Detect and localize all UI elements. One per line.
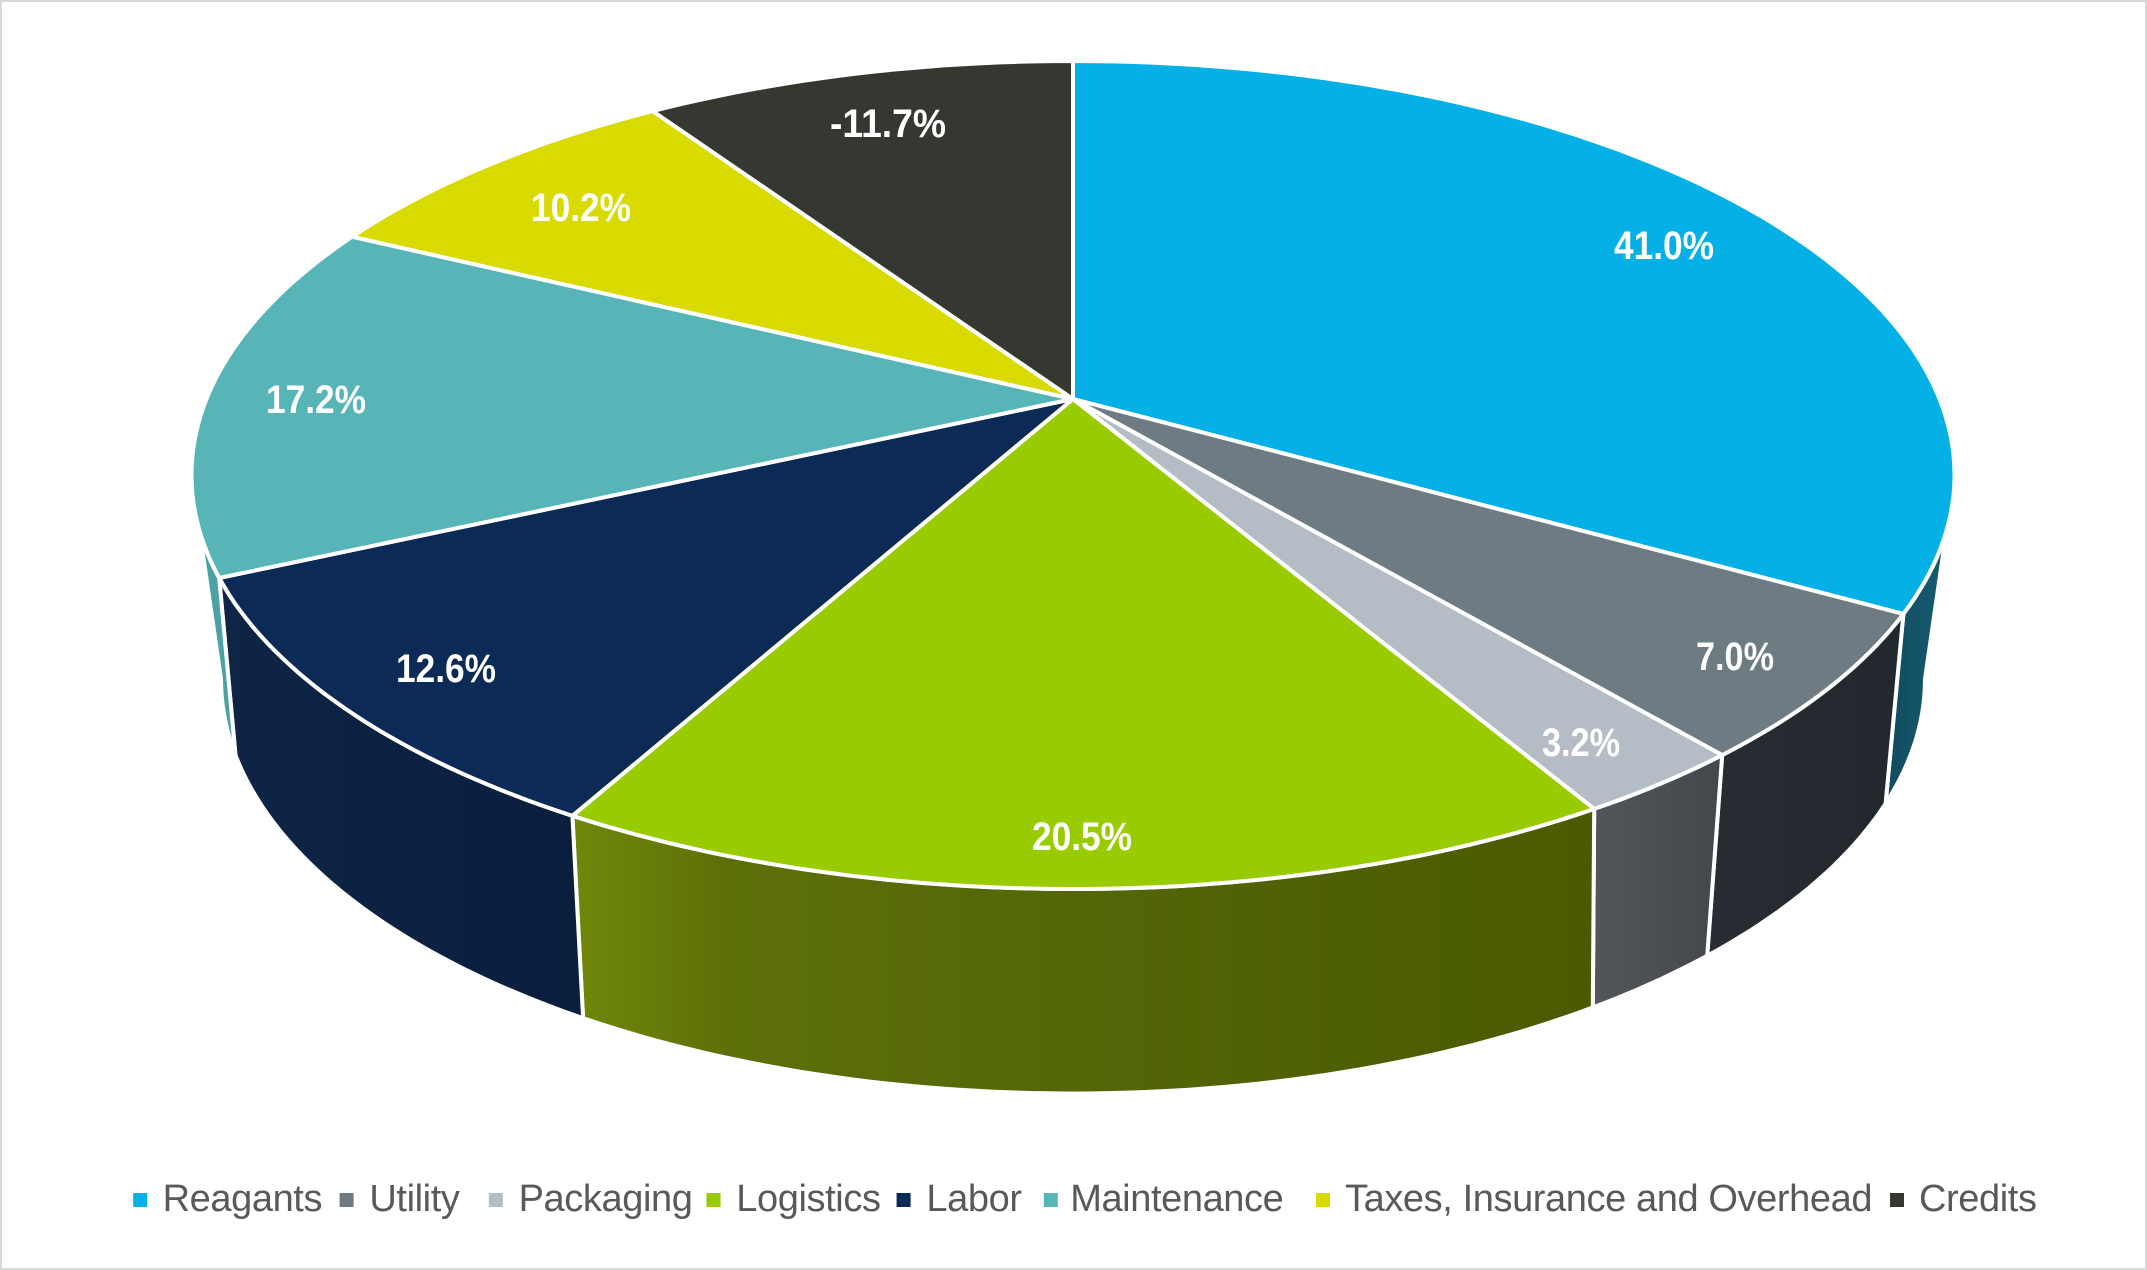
svg-text:-11.7%: -11.7% bbox=[830, 102, 946, 146]
svg-text:41.0%: 41.0% bbox=[1614, 224, 1714, 268]
svg-text:17.2%: 17.2% bbox=[266, 378, 366, 422]
svg-text:Maintenance: Maintenance bbox=[1070, 1178, 1283, 1220]
svg-text:20.5%: 20.5% bbox=[1032, 815, 1132, 859]
svg-text:Labor: Labor bbox=[926, 1178, 1022, 1220]
svg-text:3.2%: 3.2% bbox=[1542, 721, 1620, 765]
svg-text:Credits: Credits bbox=[1919, 1178, 2037, 1220]
svg-text:Utility: Utility bbox=[369, 1178, 459, 1220]
svg-text:Logistics: Logistics bbox=[736, 1178, 880, 1220]
svg-text:Reagants: Reagants bbox=[163, 1178, 322, 1220]
svg-text:10.2%: 10.2% bbox=[531, 186, 631, 230]
svg-text:12.6%: 12.6% bbox=[396, 647, 496, 691]
svg-text:Taxes, Insurance and Overhead: Taxes, Insurance and Overhead bbox=[1345, 1178, 1872, 1220]
svg-text:Packaging: Packaging bbox=[519, 1178, 693, 1220]
svg-text:7.0%: 7.0% bbox=[1696, 635, 1774, 679]
